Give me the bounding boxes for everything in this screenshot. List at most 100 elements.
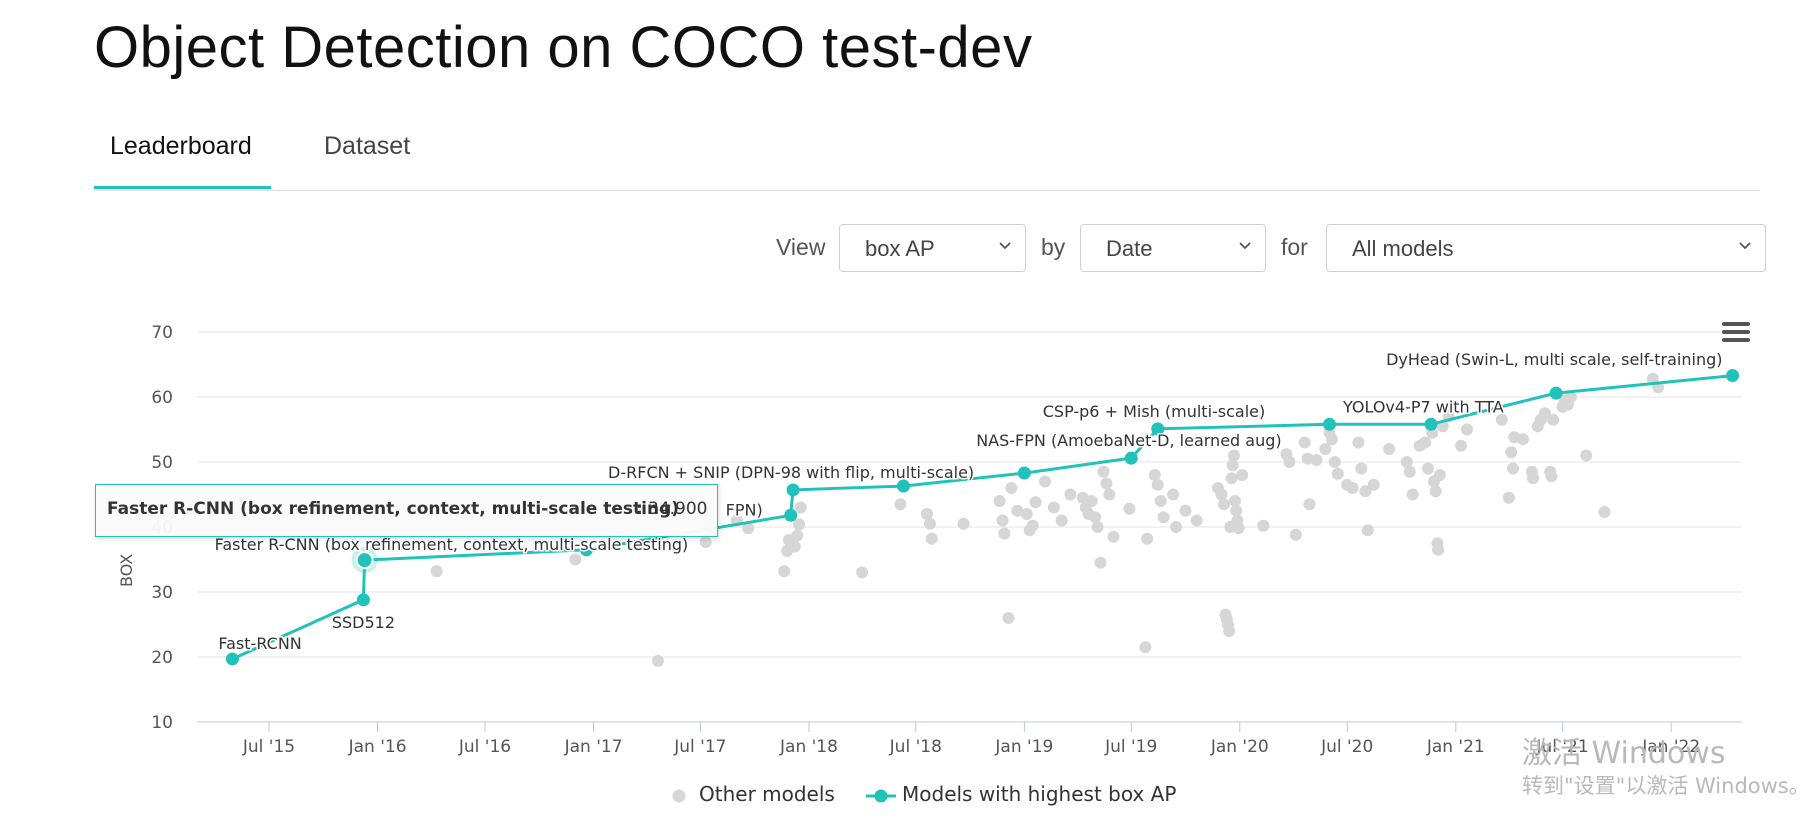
other-model-point [1085, 495, 1098, 507]
best-models-line [231, 374, 1733, 661]
other-model-point [1346, 482, 1359, 494]
x-tick-label: Jan '17 [564, 737, 623, 757]
other-model-point [1303, 498, 1316, 511]
y-tick-label: 10 [151, 713, 173, 733]
other-model-point [1225, 472, 1238, 485]
other-model-point [792, 518, 805, 531]
other-model-point [1170, 521, 1183, 533]
best-model-point [896, 479, 910, 493]
other-model-point [1223, 625, 1236, 637]
other-model-point [1310, 454, 1323, 467]
chart-menu-icon[interactable] [1722, 322, 1750, 346]
legend-best-models[interactable]: Models with highest box AP [902, 782, 1177, 806]
other-model-point [1097, 465, 1110, 478]
other-model-point [1301, 452, 1314, 465]
other-model-point [1190, 514, 1203, 527]
other-model-point [1455, 439, 1468, 452]
x-tick-label: Jan '16 [348, 737, 407, 757]
best-model-point [1549, 386, 1563, 400]
other-model-point [1359, 485, 1372, 498]
other-model-point [1505, 446, 1518, 459]
other-model-point [1215, 488, 1228, 501]
data-label: D-RFCN + SNIP (DPN-98 with flip, multi-s… [608, 463, 974, 482]
x-tick-label: Jan '20 [1210, 737, 1269, 757]
chevron-down-icon [1739, 242, 1751, 250]
other-model-point [1400, 456, 1413, 468]
view-label: View [776, 234, 826, 260]
tooltip-value: 34.900 [648, 499, 708, 519]
y-tick-label: 60 [151, 388, 173, 408]
other-model-point [1029, 496, 1042, 509]
other-model-point [1011, 504, 1024, 517]
best-model-point [784, 508, 798, 522]
best-model-point [225, 652, 239, 666]
chart-tooltip: Faster R-CNN (box refinement, context, m… [95, 484, 718, 537]
other-model-point [921, 508, 934, 520]
other-model-point [1089, 511, 1102, 524]
tab-dataset[interactable]: Dataset [324, 132, 411, 160]
other-model-point [1406, 488, 1419, 501]
other-model-point [1580, 449, 1593, 462]
other-model-point [923, 517, 936, 530]
windows-watermark-subtitle: 转到"设置"以激活 Windows。 [1522, 774, 1810, 798]
other-model-point [1227, 449, 1240, 462]
other-model-point [1100, 477, 1113, 490]
data-label: YOLOv4-P7 with TTA [1342, 397, 1504, 416]
other-model-point [1419, 436, 1432, 449]
other-model-point [1026, 519, 1039, 532]
view-select[interactable]: box AP [839, 224, 1026, 272]
other-model-point [794, 501, 807, 514]
data-label: NAS-FPN (AmoebaNet-D, learned aug) [976, 431, 1281, 450]
x-tick-label: Jul '21 [1535, 737, 1588, 757]
x-tick-label: Jan '21 [1426, 737, 1485, 757]
tab-bar: Leaderboard Dataset [94, 118, 1760, 191]
tooltip-colon: : [636, 499, 643, 519]
other-model-point [1230, 504, 1243, 517]
other-model-point [791, 529, 804, 542]
other-model-point [1139, 641, 1152, 654]
by-select-value: Date [1106, 236, 1153, 261]
other-model-point [998, 527, 1011, 540]
other-model-point [1502, 491, 1515, 504]
other-model-point [1005, 482, 1018, 494]
other-model-point [742, 522, 755, 535]
other-model-point [1432, 543, 1445, 556]
data-label: SSD512 [332, 613, 395, 632]
for-select-value: All models [1352, 236, 1454, 261]
other-model-point [1517, 433, 1530, 446]
other-model-point [1598, 506, 1611, 519]
other-model-point [1367, 478, 1380, 491]
tooltip-name: Faster R-CNN (box refinement, context, m… [107, 499, 680, 519]
other-model-point [1232, 522, 1245, 535]
tab-leaderboard[interactable]: Leaderboard [110, 132, 252, 160]
other-model-point [925, 532, 938, 545]
other-model-point [1422, 462, 1435, 475]
best-model-point [786, 483, 800, 497]
by-select[interactable]: Date [1080, 224, 1266, 272]
other-model-point [1123, 502, 1136, 515]
other-model-point [1064, 488, 1077, 501]
other-model-point [1298, 436, 1311, 449]
best-model-point [1424, 417, 1438, 431]
other-model-point [1331, 467, 1344, 480]
legend-other-models[interactable]: Other models [699, 782, 835, 806]
best-model-point [579, 543, 593, 557]
y-tick-label: 70 [151, 323, 173, 343]
other-model-point [996, 514, 1009, 527]
other-model-point [1325, 433, 1338, 446]
other-model-point [1094, 556, 1107, 569]
for-select[interactable]: All models [1326, 224, 1766, 272]
other-model-point [1107, 530, 1120, 543]
other-model-point [1103, 488, 1116, 501]
other-model-point [1545, 470, 1558, 483]
other-model-point [1217, 498, 1230, 511]
other-model-point [1564, 391, 1577, 403]
data-label: Fast-RCNN [218, 634, 301, 653]
other-model-point [1157, 511, 1170, 524]
other-model-point [1055, 514, 1068, 527]
other-model-point [1328, 456, 1341, 468]
best-model-point [355, 551, 374, 570]
data-label: CSP-p6 + Mish (multi-scale) [1043, 402, 1266, 421]
other-model-point [1154, 495, 1167, 507]
other-model-point [1352, 436, 1365, 449]
